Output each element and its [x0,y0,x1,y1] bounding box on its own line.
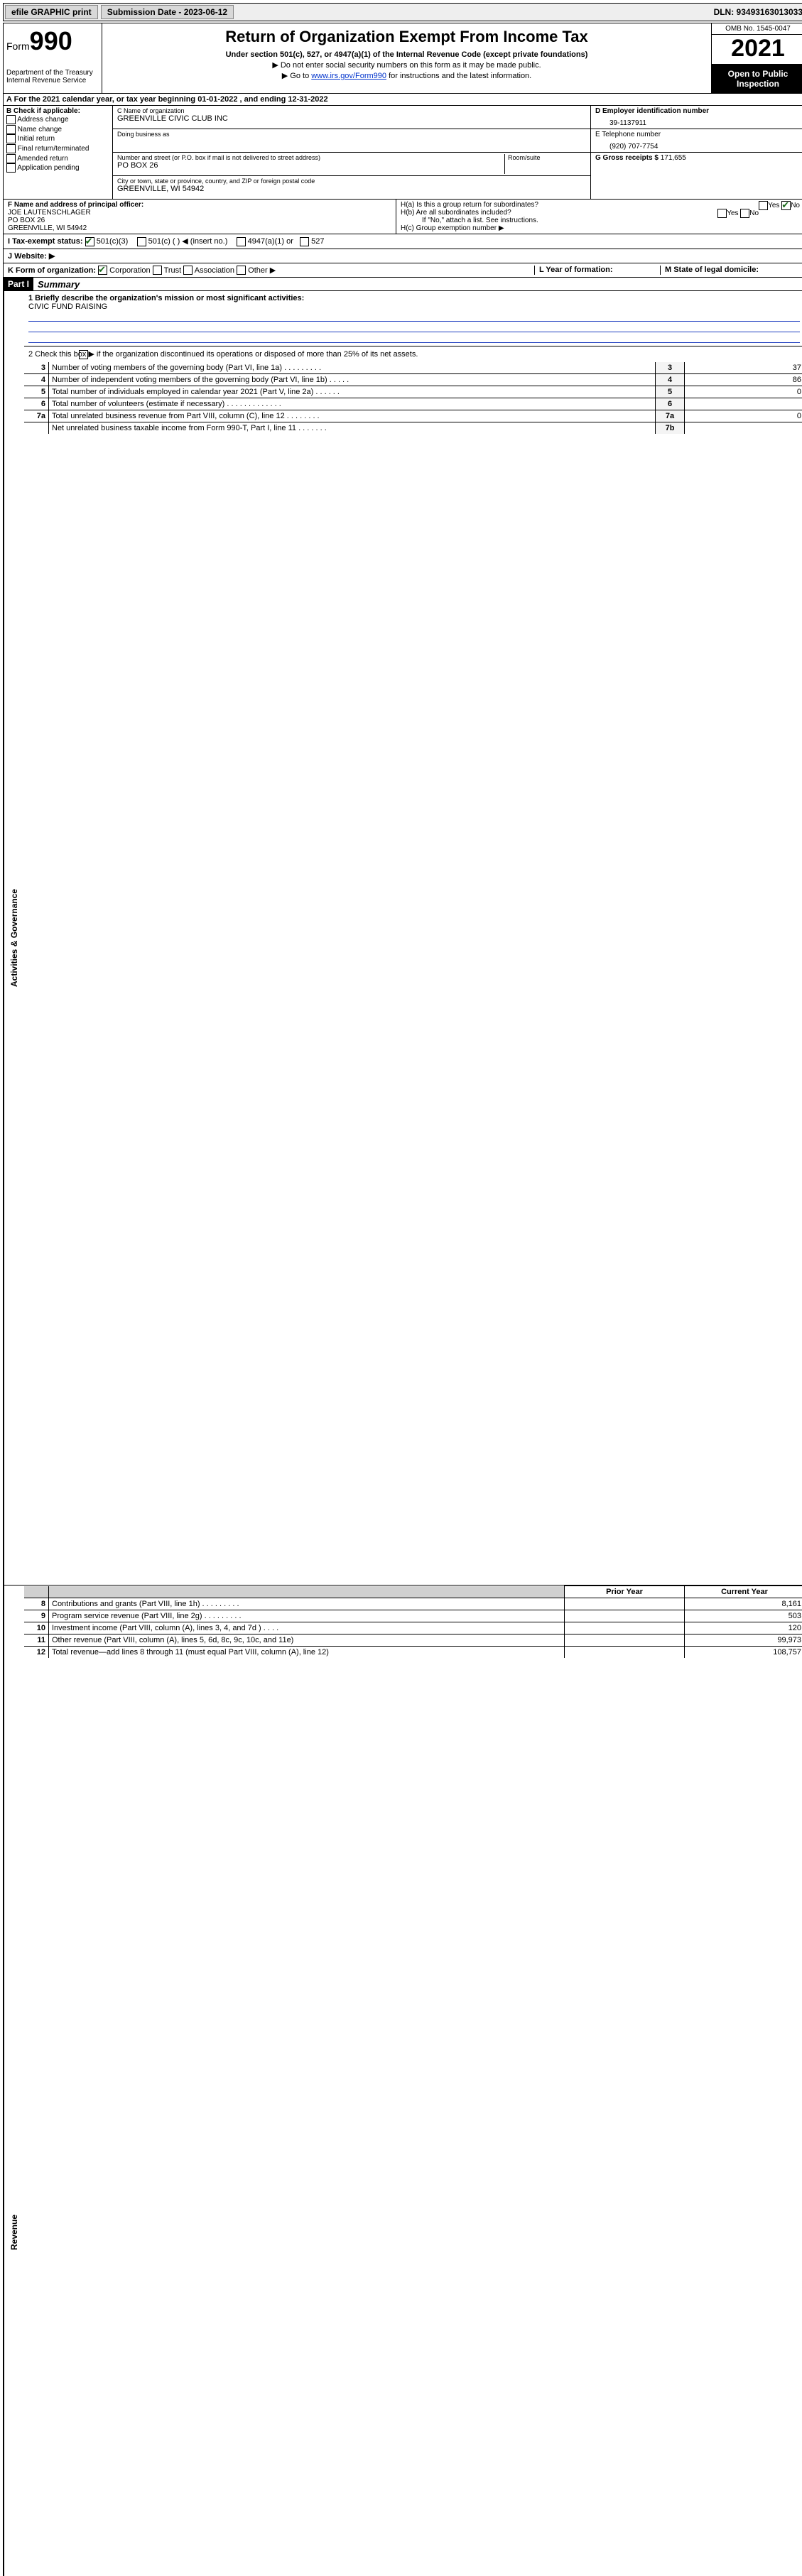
phone-label: E Telephone number [595,131,661,138]
check-amended-return[interactable] [6,154,16,163]
row-fh: F Name and address of principal officer:… [3,200,802,234]
tax-year: 2021 [712,35,802,65]
box-c: C Name of organization GREENVILLE CIVIC … [113,106,590,199]
street-label: Number and street (or P.O. box if mail i… [117,154,502,161]
row-m: M State of legal domicile: [660,266,800,275]
check-initial-return[interactable] [6,134,16,143]
street-value: PO BOX 26 [117,161,502,170]
h-b-yes[interactable] [717,209,727,218]
h-a-no[interactable] [781,201,791,210]
header-left: Form990 Department of the Treasury Inter… [4,23,102,93]
officer-addr2: GREENVILLE, WI 54942 [8,224,87,232]
check-association[interactable] [183,266,193,275]
entity-block: B Check if applicable: Address change Na… [3,106,802,200]
part1-badge: Part I [4,278,33,290]
row-i: I Tax-exempt status: 501(c)(3) 501(c) ( … [3,234,802,249]
h-b-label: H(b) Are all subordinates included? [401,209,511,217]
omb-label: OMB No. 1545-0047 [712,23,802,35]
dept-label: Department of the Treasury Internal Reve… [6,69,99,84]
section-revenue: Revenue Prior YearCurrent Year8Contribut… [3,1586,802,2576]
check-final-return[interactable] [6,144,16,153]
form-header: Form990 Department of the Treasury Inter… [3,23,802,94]
check-trust[interactable] [153,266,162,275]
submission-date-button[interactable]: Submission Date - 2023-06-12 [101,5,234,19]
check-527[interactable] [300,237,309,246]
row-a-tax-year: A For the 2021 calendar year, or tax yea… [3,94,802,106]
check-corporation[interactable] [98,266,107,275]
side-governance: Activities & Governance [4,291,24,1585]
org-name: GREENVILLE CIVIC CLUB INC [117,114,586,123]
officer-name: JOE LAUTENSCHLAGER [8,209,91,217]
city-label: City or town, state or province, country… [117,178,586,185]
part1-header-row: Part I Summary [3,278,802,291]
part1-title: Summary [33,279,80,290]
table-governance: 3Number of voting members of the governi… [24,362,802,434]
efile-button[interactable]: efile GRAPHIC print [5,5,98,19]
form-word: Form [6,40,30,52]
line2: 2 Check this box ▶ if the organization d… [24,346,802,362]
dln-label: DLN: 93493163013033 [714,7,802,17]
form-subtitle: Under section 501(c), 527, or 4947(a)(1)… [107,50,707,59]
mission-text: CIVIC FUND RAISING [28,302,107,311]
h-b-no[interactable] [740,209,749,218]
ein-value: 39-1137911 [595,115,800,127]
check-application-pending[interactable] [6,163,16,173]
line1-label: 1 Briefly describe the organization's mi… [28,294,304,302]
room-label: Room/suite [508,154,586,161]
ein-label: D Employer identification number [595,107,709,115]
header-center: Return of Organization Exempt From Incom… [102,23,711,93]
form-title: Return of Organization Exempt From Incom… [107,28,707,46]
mission-block: 1 Briefly describe the organization's mi… [24,291,802,346]
check-address-change[interactable] [6,115,16,124]
table-revenue: Prior YearCurrent Year8Contributions and… [24,1586,802,1658]
officer-label: F Name and address of principal officer: [8,201,143,209]
h-c-label: H(c) Group exemption number ▶ [401,224,800,232]
check-other[interactable] [237,266,246,275]
gross-receipts-value: 171,655 [661,154,686,162]
row-l: L Year of formation: [534,266,660,275]
row-klm: K Form of organization: Corporation Trus… [3,263,802,278]
box-b: B Check if applicable: Address change Na… [4,106,113,199]
irs-link[interactable]: www.irs.gov/Form990 [311,72,386,80]
side-revenue: Revenue [4,1586,24,2576]
dba-label: Doing business as [117,131,586,138]
header-right: OMB No. 1545-0047 2021 Open to Public In… [711,23,802,93]
check-discontinued[interactable] [79,350,88,359]
gross-receipts-label: G Gross receipts $ [595,154,659,162]
org-name-label: C Name of organization [117,107,586,114]
box-f: F Name and address of principal officer:… [4,200,396,234]
check-name-change[interactable] [6,125,16,134]
box-h: H(a) Is this a group return for subordin… [396,200,802,234]
h-a-yes[interactable] [759,201,768,210]
check-4947[interactable] [237,237,246,246]
section-governance: Activities & Governance 1 Briefly descri… [3,291,802,1586]
check-501c[interactable] [137,237,146,246]
header-note-2: ▶ Go to www.irs.gov/Form990 for instruct… [107,71,707,80]
box-de: D Employer identification number 39-1137… [590,106,802,199]
city-value: GREENVILLE, WI 54942 [117,185,586,193]
officer-addr1: PO BOX 26 [8,217,45,224]
topbar: efile GRAPHIC print Submission Date - 20… [3,3,802,21]
form-number: 990 [30,26,72,55]
box-b-header: B Check if applicable: [6,107,80,115]
row-j: J Website: ▶ [3,249,802,263]
phone-value: (920) 707-7754 [595,138,800,151]
check-501c3[interactable] [85,237,94,246]
open-public-label: Open to Public Inspection [712,65,802,93]
header-note-1: ▶ Do not enter social security numbers o… [107,60,707,70]
h-a-label: H(a) Is this a group return for subordin… [401,201,538,209]
